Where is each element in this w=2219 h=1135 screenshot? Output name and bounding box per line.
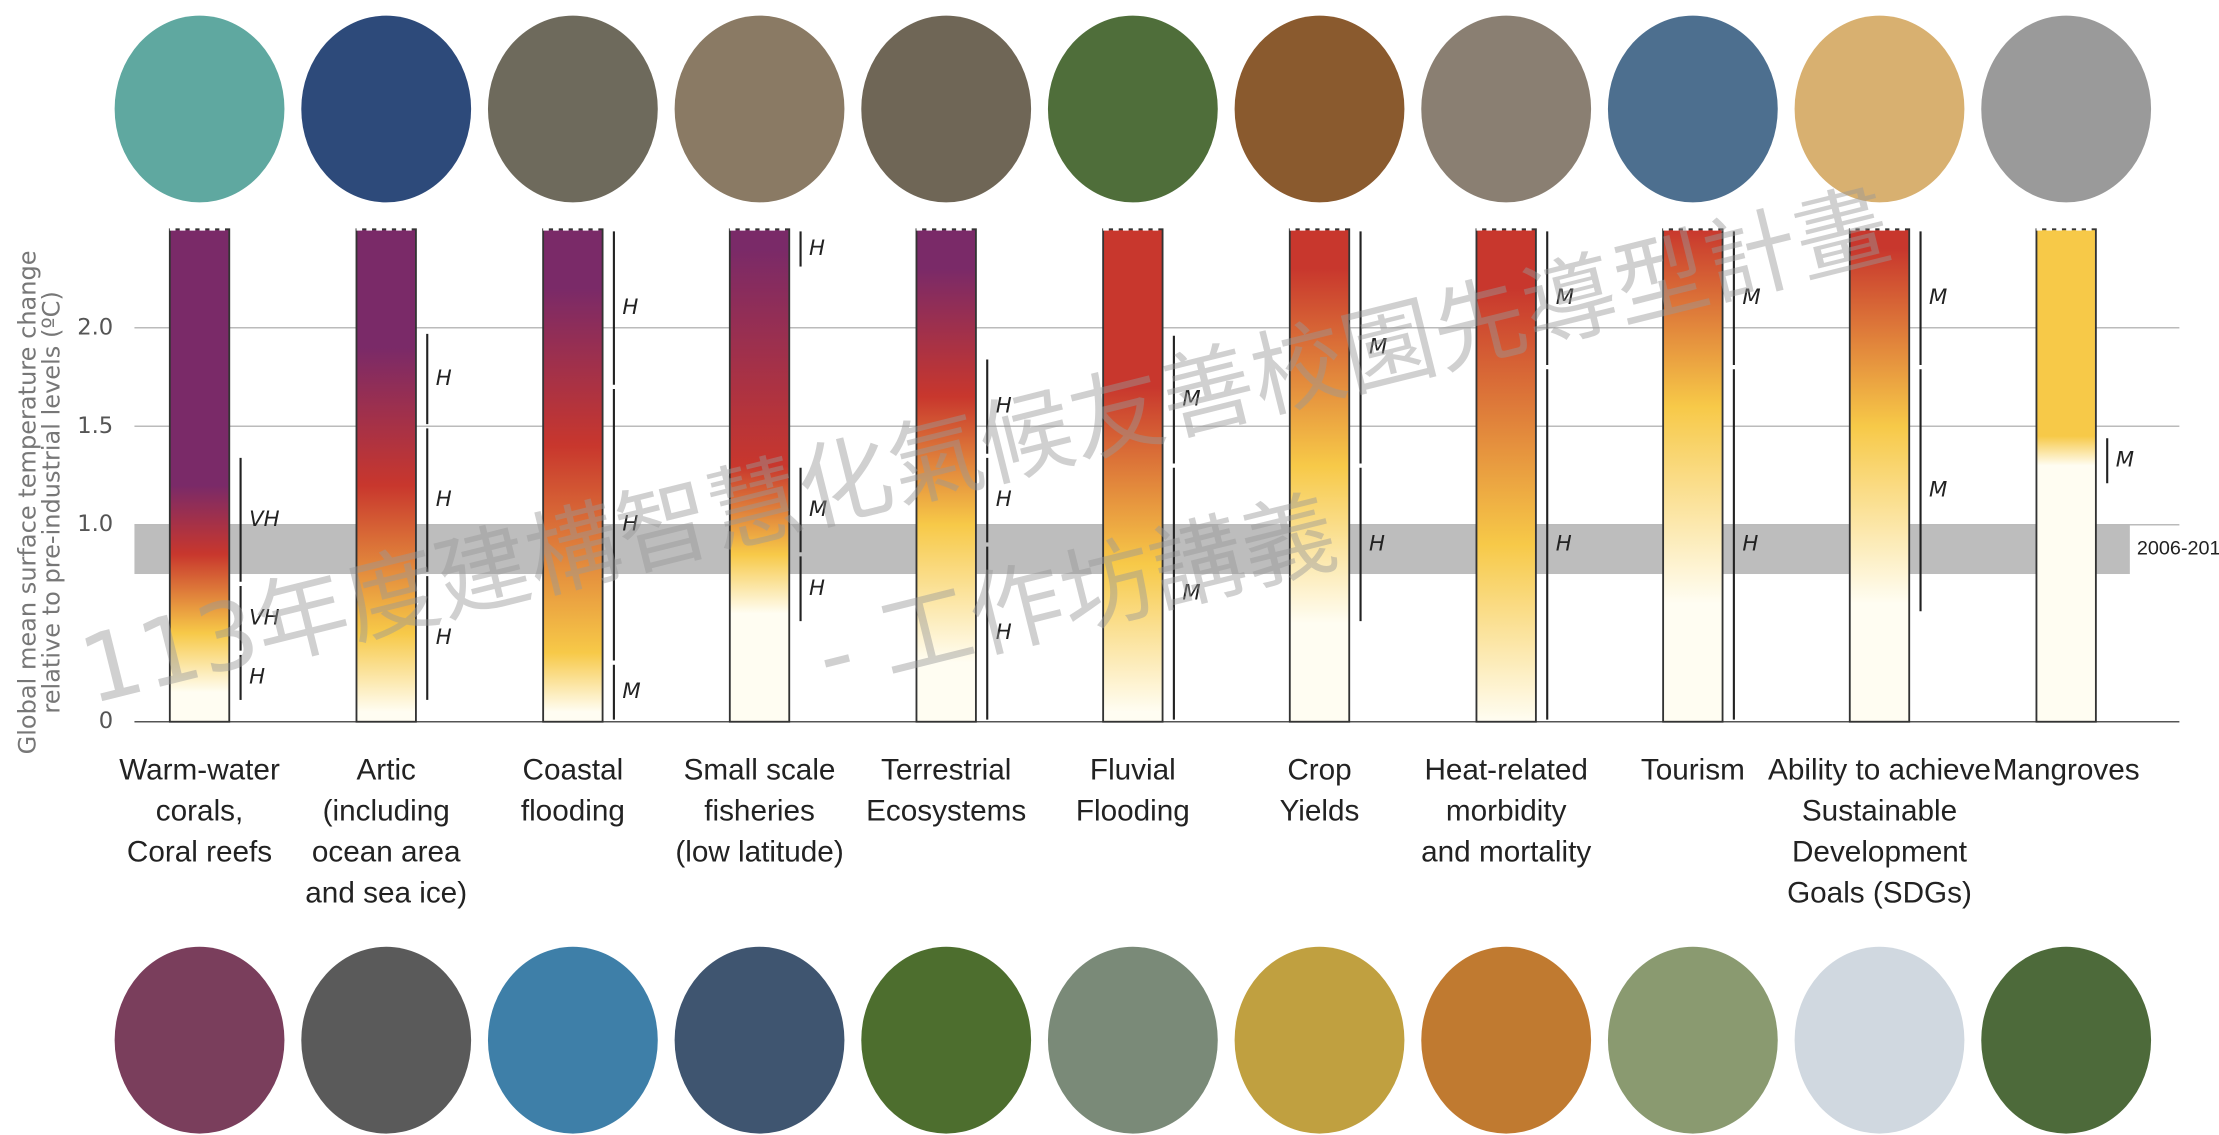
photo	[1234, 946, 1405, 1134]
category-label: Small scale fisheries (low latitude)	[675, 753, 843, 868]
confidence-label: H	[622, 512, 638, 537]
photo	[674, 15, 845, 203]
confidence-label: H	[1556, 531, 1572, 556]
band-label: 2006-2015	[2137, 538, 2219, 560]
y-axis-label: Global mean surface temperature changere…	[13, 250, 65, 754]
photo	[1794, 946, 1965, 1134]
category-label: Tourism	[1641, 753, 1745, 786]
ember-bar	[2035, 228, 2097, 723]
ember-bar	[915, 228, 977, 723]
confidence-label: M	[1369, 334, 1387, 359]
photo	[1047, 15, 1218, 203]
y-tick-label: 0	[99, 708, 113, 734]
y-tick-label: 1.5	[77, 413, 113, 439]
confidence-label: VH	[249, 605, 280, 630]
confidence-label: H	[996, 394, 1012, 419]
confidence-label: H	[436, 625, 452, 650]
confidence-label: H	[436, 366, 452, 391]
photo	[1421, 15, 1592, 203]
photo	[1607, 946, 1778, 1134]
photo	[301, 946, 472, 1134]
confidence-label: M	[1556, 285, 1574, 310]
category-label: Artic (including ocean area and sea ice)	[305, 753, 467, 909]
confidence-label: M	[2116, 448, 2134, 473]
photo	[487, 15, 658, 203]
category-label: Ability to achieve Sustainable Development…	[1768, 753, 1991, 909]
photo	[1421, 946, 1592, 1134]
confidence-label: M	[1929, 285, 1947, 310]
y-tick-label: 2.0	[77, 314, 113, 340]
ember-bar	[542, 228, 604, 723]
ember-bar	[728, 228, 791, 723]
photo	[114, 946, 285, 1134]
ember-bar	[168, 228, 231, 723]
confidence-label: H	[996, 487, 1012, 512]
photo	[861, 946, 1032, 1134]
photo	[1981, 946, 2152, 1134]
confidence-label: H	[809, 576, 825, 601]
ember-bar	[1102, 228, 1164, 723]
confidence-label: H	[1742, 531, 1758, 556]
category-label: Coastal flooding	[521, 753, 625, 827]
ember-bar	[355, 228, 417, 723]
confidence-label: H	[436, 487, 452, 512]
confidence-label: H	[249, 664, 265, 689]
photo	[861, 15, 1032, 203]
photo	[114, 15, 285, 203]
confidence-label: M	[1742, 285, 1760, 310]
photo	[674, 946, 845, 1134]
category-label: Heat-related morbidity and mortality	[1421, 753, 1591, 868]
confidence-label: M	[809, 497, 827, 522]
confidence-label: H	[1369, 531, 1385, 556]
confidence-label: VH	[249, 507, 280, 532]
confidence-label: M	[1182, 387, 1200, 412]
ember-bar	[1848, 228, 1911, 723]
confidence-label: M	[1929, 477, 1947, 502]
photo	[1607, 15, 1778, 203]
photo	[1794, 15, 1965, 203]
category-label: Mangroves	[1993, 753, 2140, 786]
ember-bar	[1288, 228, 1351, 723]
y-tick-label: 1.0	[77, 511, 113, 537]
confidence-label: H	[622, 295, 638, 320]
category-label: Terrestrial Ecosystems	[866, 753, 1026, 827]
category-label: Warm-water corals, Coral reefs	[119, 753, 280, 868]
confidence-label: M	[1182, 581, 1200, 606]
confidence-label: H	[996, 620, 1012, 645]
confidence-label: M	[622, 679, 640, 704]
confidence-label: H	[809, 236, 825, 261]
category-label: Fluvial Flooding	[1076, 753, 1190, 827]
y-axis-label-line: Global mean surface temperature change	[13, 250, 41, 754]
category-label: Crop Yields	[1280, 753, 1360, 827]
photo	[1981, 15, 2152, 203]
photo	[1047, 946, 1218, 1134]
ember-bar	[1475, 228, 1537, 723]
photo	[1234, 15, 1405, 203]
photo	[487, 946, 658, 1134]
y-axis-label-line: relative to pre-industrial levels (ºC)	[37, 291, 65, 713]
photo	[301, 15, 472, 203]
